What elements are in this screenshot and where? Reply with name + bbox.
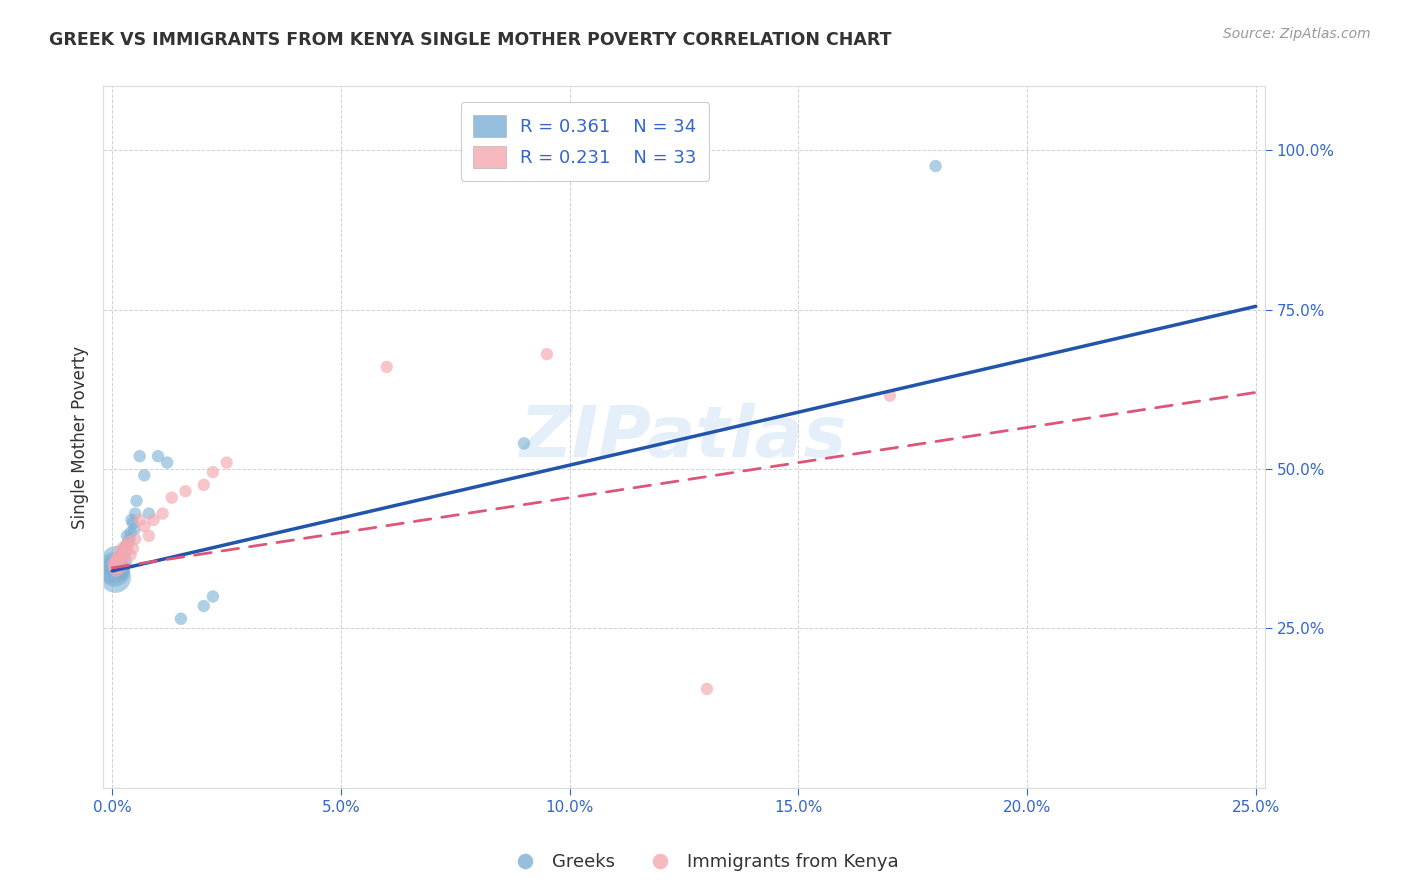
- Point: [124, 507, 146, 521]
- Point: [193, 478, 215, 492]
- Point: [115, 541, 138, 556]
- Point: [128, 449, 150, 463]
- Point: [879, 389, 901, 403]
- Point: [121, 541, 143, 556]
- Point: [108, 561, 131, 575]
- Point: [112, 564, 135, 578]
- Point: [146, 449, 169, 463]
- Point: [105, 554, 128, 568]
- Point: [134, 519, 156, 533]
- Point: [117, 535, 139, 549]
- Point: [112, 548, 135, 562]
- Point: [152, 507, 174, 521]
- Text: Source: ZipAtlas.com: Source: ZipAtlas.com: [1223, 27, 1371, 41]
- Point: [120, 548, 142, 562]
- Point: [120, 525, 142, 540]
- Point: [103, 561, 125, 575]
- Point: [174, 484, 197, 499]
- Point: [142, 513, 165, 527]
- Point: [111, 567, 134, 582]
- Point: [924, 159, 946, 173]
- Point: [115, 529, 138, 543]
- Point: [201, 590, 224, 604]
- Point: [107, 551, 129, 566]
- Point: [108, 554, 131, 568]
- Point: [108, 564, 131, 578]
- Point: [160, 491, 183, 505]
- Legend: Greeks, Immigrants from Kenya: Greeks, Immigrants from Kenya: [499, 847, 907, 879]
- Point: [193, 599, 215, 613]
- Point: [125, 493, 148, 508]
- Point: [118, 532, 141, 546]
- Point: [111, 541, 134, 556]
- Point: [115, 538, 138, 552]
- Point: [107, 554, 129, 568]
- Point: [104, 570, 127, 584]
- Point: [114, 545, 136, 559]
- Point: [513, 436, 536, 450]
- Point: [110, 551, 132, 566]
- Point: [105, 564, 128, 578]
- Point: [134, 468, 156, 483]
- Point: [121, 513, 143, 527]
- Point: [103, 558, 125, 572]
- Point: [103, 561, 125, 575]
- Point: [201, 465, 224, 479]
- Point: [108, 548, 131, 562]
- Point: [112, 541, 135, 556]
- Y-axis label: Single Mother Poverty: Single Mother Poverty: [72, 345, 89, 529]
- Point: [128, 513, 150, 527]
- Point: [103, 564, 125, 578]
- Point: [105, 558, 128, 572]
- Text: ZIPatlas: ZIPatlas: [520, 402, 848, 472]
- Point: [111, 554, 134, 568]
- Point: [536, 347, 558, 361]
- Point: [696, 681, 718, 696]
- Point: [138, 507, 160, 521]
- Point: [115, 538, 138, 552]
- Point: [156, 456, 179, 470]
- Point: [110, 548, 132, 562]
- Point: [122, 523, 145, 537]
- Point: [170, 612, 193, 626]
- Point: [138, 529, 160, 543]
- Point: [215, 456, 238, 470]
- Point: [105, 551, 128, 566]
- Point: [121, 516, 143, 530]
- Text: GREEK VS IMMIGRANTS FROM KENYA SINGLE MOTHER POVERTY CORRELATION CHART: GREEK VS IMMIGRANTS FROM KENYA SINGLE MO…: [49, 31, 891, 49]
- Point: [104, 554, 127, 568]
- Point: [375, 359, 398, 374]
- Point: [114, 545, 136, 559]
- Legend: R = 0.361    N = 34, R = 0.231    N = 33: R = 0.361 N = 34, R = 0.231 N = 33: [461, 103, 709, 181]
- Point: [110, 558, 132, 572]
- Point: [124, 532, 146, 546]
- Point: [117, 535, 139, 549]
